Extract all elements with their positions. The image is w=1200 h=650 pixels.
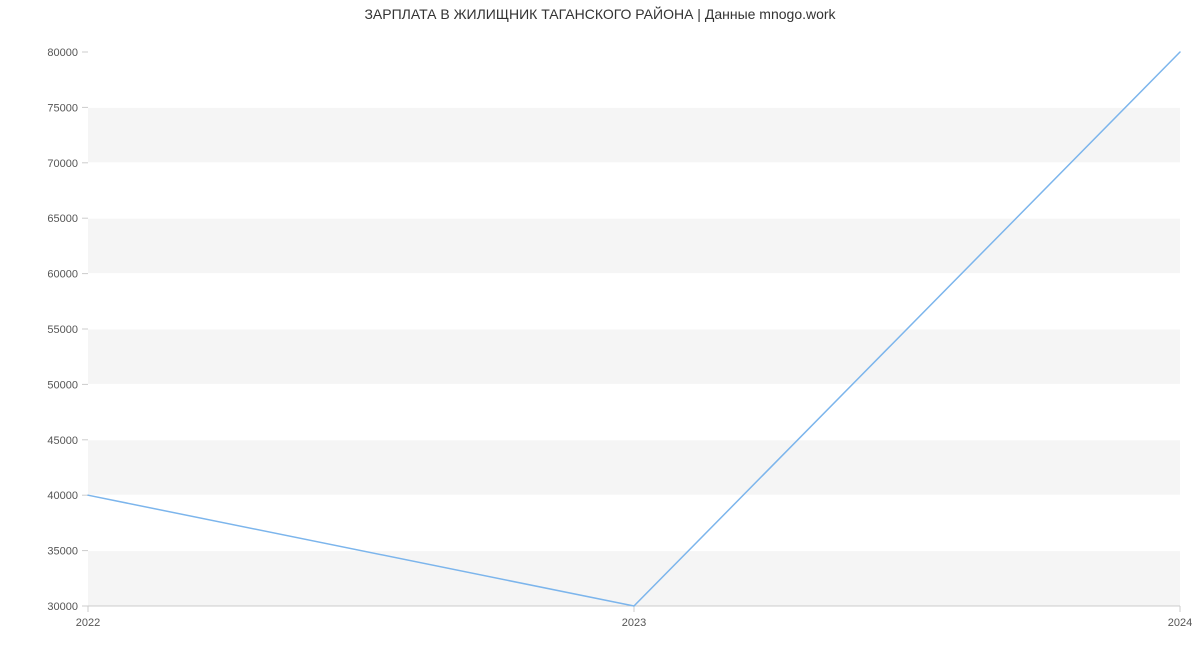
y-tick-label: 50000 (47, 379, 78, 391)
plot-band (88, 274, 1180, 329)
y-tick-label: 75000 (47, 102, 78, 114)
y-tick-label: 65000 (47, 213, 78, 225)
chart-svg: 30000 35000 40000 45000 50000 55000 60000 65000… (0, 0, 1200, 650)
y-tick-label: 40000 (47, 490, 78, 502)
plot-band (88, 440, 1180, 495)
x-tick-label: 2024 (1168, 617, 1192, 629)
plot-band (88, 384, 1180, 439)
y-tick-label: 80000 (47, 47, 78, 59)
plot-band (88, 551, 1180, 606)
plot-band (88, 329, 1180, 384)
y-tick-label: 60000 (47, 269, 78, 281)
plot-band (88, 163, 1180, 218)
x-tick-label: 2023 (622, 617, 646, 629)
y-tick-label: 70000 (47, 158, 78, 170)
y-tick-label: 45000 (47, 435, 78, 447)
x-tick-label: 2022 (76, 617, 100, 629)
plot-band (88, 107, 1180, 162)
plot-band (88, 495, 1180, 550)
y-tick-label: 35000 (47, 546, 78, 558)
salary-line-chart: ЗАРПЛАТА В ЖИЛИЩНИК ТАГАНСКОГО РАЙОНА | … (0, 0, 1200, 650)
y-tick-label: 30000 (47, 601, 78, 613)
plot-band (88, 218, 1180, 273)
plot-band (88, 52, 1180, 107)
y-tick-label: 55000 (47, 324, 78, 336)
